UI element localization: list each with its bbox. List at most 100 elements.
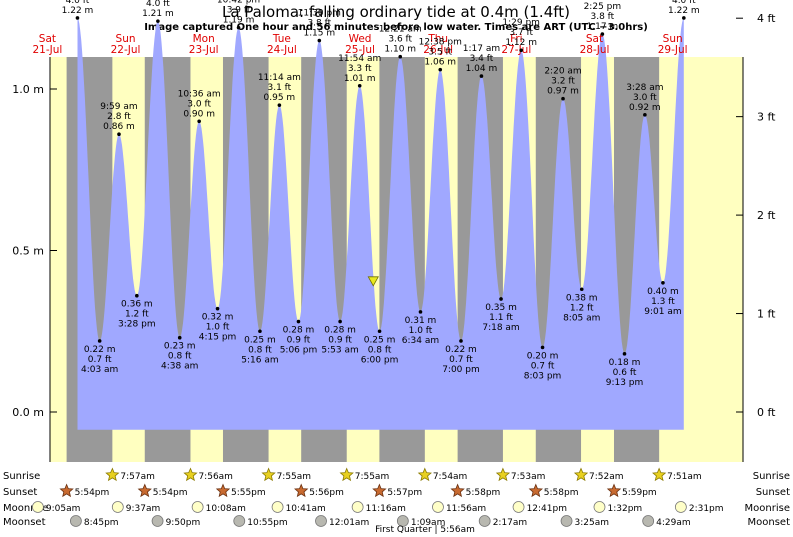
y-tick-label-m: 0.0 m <box>12 406 44 419</box>
moonrise-icon <box>674 501 687 513</box>
tide-label-m-label: 1.04 m <box>466 64 498 74</box>
y-tick-label-ft: 1 ft <box>757 308 776 321</box>
tide-label-ft: 0.9 ft <box>287 336 311 346</box>
moonset-icon <box>560 515 573 527</box>
tide-label-ft: 3.7 ft <box>509 28 533 38</box>
y-tick-label-m: 1.0 m <box>12 83 44 96</box>
tide-label-ft: 1.1 ft <box>489 313 513 323</box>
tide-label-m-label: 1.15 m <box>303 29 335 39</box>
sunset-icon <box>450 483 465 498</box>
moonset-time: 8:45pm <box>84 518 119 528</box>
sunset-icon <box>137 483 152 498</box>
moonset-icon <box>642 515 655 527</box>
tide-label-ft: 0.8 ft <box>168 352 192 362</box>
moonset-time: 9:50pm <box>166 518 201 528</box>
tide-label-ft: 0.8 ft <box>248 345 272 355</box>
tide-label-time: 12:21 am <box>379 25 422 35</box>
moonset-icon <box>315 515 327 527</box>
moonrise-icon <box>593 501 606 513</box>
tide-label-ft: 4.0 ft <box>146 0 170 9</box>
sunrise-icon <box>652 467 667 482</box>
sunset-time: 5:56pm <box>309 488 344 498</box>
moonset-time: 12:01am <box>329 518 369 528</box>
day-labels: Sat21‑JulSun22‑JulMon23‑JulTue24‑JulWed2… <box>32 33 687 56</box>
sunset-time: 5:55pm <box>231 488 266 498</box>
y-tick-label-m: 0.5 m <box>12 245 44 258</box>
tide-label-ft: 1.3 ft <box>651 297 675 307</box>
moonset-icon <box>69 515 82 527</box>
tide-label-m-label: 0.22 m <box>445 345 477 355</box>
moonset-time: 2:17am <box>493 518 527 528</box>
axes: 0.0 m0.5 m1.0 m1.5 m0 ft1 ft2 ft3 ft4 ft… <box>12 12 776 462</box>
day-label-date: 24‑Jul <box>267 44 297 56</box>
moonrise-time: 10:08am <box>206 504 246 514</box>
moonrise-time: 10:41am <box>286 504 326 514</box>
sunset-icon <box>215 483 231 498</box>
tide-point <box>357 83 362 88</box>
moon-phase-label: First Quarter | 5:56am <box>375 525 475 535</box>
tide-label-time: 4:38 am <box>161 362 198 372</box>
chart-title: La Paloma: falling ordinary tide at 0.4m… <box>222 3 570 21</box>
tide-label-m-label: 0.25 m <box>244 335 276 345</box>
tide-label-m-label: 0.95 m <box>264 93 296 103</box>
tide-label-m-label: 1.22 m <box>62 6 94 16</box>
tide-point <box>459 339 463 343</box>
tide-label-m-label: 0.40 m <box>647 287 679 297</box>
sunrise-icon <box>573 467 589 482</box>
day-label-dow: Thu <box>427 33 448 45</box>
sunrise-time: 7:55am <box>277 472 312 482</box>
tide-point <box>398 54 403 59</box>
day-label-dow: Wed <box>349 33 372 45</box>
tide-label-time: 8:03 pm <box>524 371 562 381</box>
tide-point <box>499 297 503 301</box>
tide-point <box>97 339 102 343</box>
tide-curve <box>77 17 684 430</box>
almanac-row-label-left: Moonrise <box>3 503 48 514</box>
day-label-dow: Tue <box>272 33 291 45</box>
y-tick-label-ft: 0 ft <box>757 406 776 419</box>
tide-label-ft: 3.8 ft <box>307 19 331 29</box>
current-tide-marker <box>367 276 379 287</box>
sunrise-time: 7:56am <box>198 472 233 482</box>
tide-label-ft: 2.8 ft <box>107 112 131 122</box>
almanac-row-label-right: Sunrise <box>753 471 790 482</box>
sunset-time: 5:54pm <box>153 488 188 498</box>
moonrise-icon <box>432 501 444 513</box>
tide-label-m-label: 0.35 m <box>485 303 517 313</box>
tide-point <box>156 19 160 23</box>
day-label-date: 26‑Jul <box>423 44 453 56</box>
tide-label-m-label: 0.38 m <box>566 293 598 303</box>
tide-label-ft: 3.1 ft <box>268 83 292 93</box>
moonset-time: 4:29am <box>656 518 691 528</box>
tide-point <box>643 113 647 117</box>
sunrise-icon <box>339 467 354 482</box>
tide-label-ft: 4.0 ft <box>66 0 90 6</box>
tide-label-ft: 3.4 ft <box>470 54 494 64</box>
tide-label-m-label: 0.31 m <box>405 316 437 326</box>
almanac-row-label-left: Sunrise <box>3 471 40 482</box>
moonrise-time: 11:16am <box>366 504 406 514</box>
tide-label-ft: 1.0 ft <box>206 323 230 333</box>
tide-label-ft: 0.8 ft <box>368 345 392 355</box>
moonset-time: 3:25am <box>575 518 610 528</box>
sunrise-time: 7:51am <box>667 472 702 482</box>
tide-point <box>479 74 484 78</box>
sunset-icon <box>606 483 622 498</box>
tide-label-m-label: 1.12 m <box>505 38 537 48</box>
moonrise-icon <box>271 501 284 513</box>
tide-point <box>215 306 220 311</box>
tide-label-time: 12:38 pm <box>419 38 462 48</box>
day-label-date: 25‑Jul <box>345 44 375 56</box>
sunrise-time: 7:54am <box>433 472 468 482</box>
chart-subtitle: Image captured One hour and 56 minutes b… <box>144 22 648 33</box>
tide-label-m-label: 0.22 m <box>84 345 116 355</box>
tide-label-time: 6:00 pm <box>361 355 399 365</box>
tide-label-time: 4:03 am <box>81 365 118 375</box>
tide-label-time: 3:28 am <box>626 83 663 93</box>
moonset-icon <box>151 515 164 527</box>
day-label-date: 21‑Jul <box>32 44 62 56</box>
tide-label-time: 7:00 pm <box>442 365 480 375</box>
sunrise-time: 7:53am <box>511 472 546 482</box>
tide-point <box>661 281 665 285</box>
tide-point <box>600 32 605 36</box>
